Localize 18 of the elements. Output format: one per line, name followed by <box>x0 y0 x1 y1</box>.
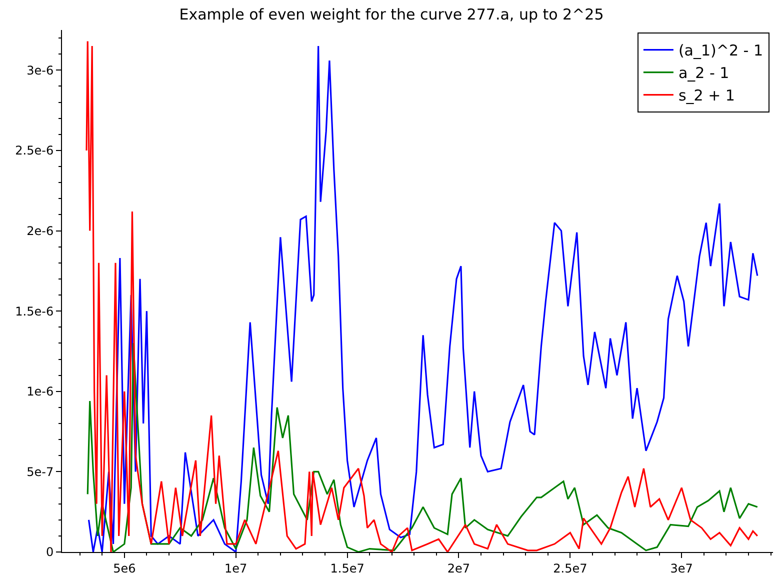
y-tick-label: 1e-6 <box>26 384 54 399</box>
chart-title: Example of even weight for the curve 277.a, up to 2^25 <box>179 5 604 24</box>
y-tick-label: 1.5e-6 <box>15 304 54 318</box>
x-tick-label: 5e6 <box>113 561 136 576</box>
legend-label: a_2 - 1 <box>678 64 730 82</box>
x-tick-label: 3e7 <box>670 561 693 576</box>
x-tick-label: 1.5e7 <box>330 561 364 576</box>
x-tick-label: 1e7 <box>224 561 248 576</box>
legend-label: s_2 + 1 <box>678 86 735 105</box>
y-tick-label: 2e-6 <box>26 224 54 238</box>
y-tick-label: 5e-7 <box>26 464 54 479</box>
x-tick-label: 2e7 <box>447 561 470 576</box>
line-series <box>86 342 758 552</box>
y-tick-label: 0 <box>46 545 54 560</box>
y-tick-label: 3e-6 <box>26 63 54 78</box>
legend-label: (a_1)^2 - 1 <box>678 42 763 60</box>
y-tick-label: 2.5e-6 <box>15 144 54 158</box>
x-tick-label: 2.5e7 <box>553 561 588 576</box>
